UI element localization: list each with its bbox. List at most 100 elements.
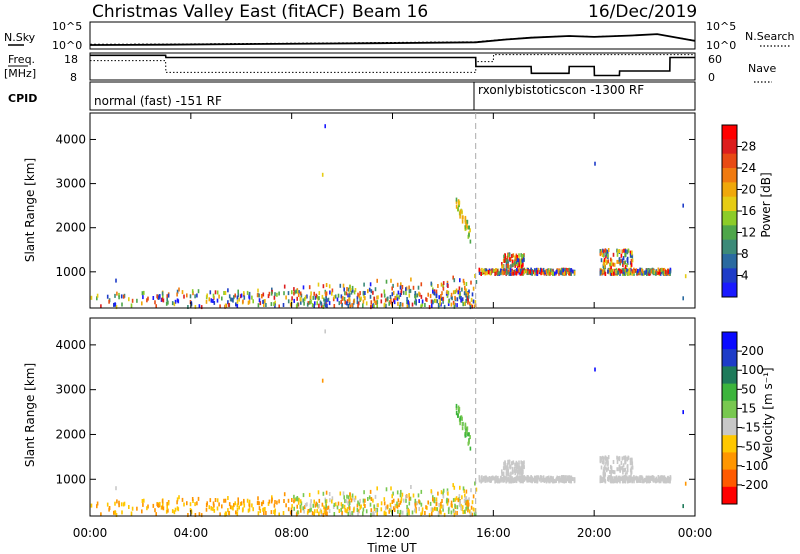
power-point — [161, 297, 164, 302]
velocity-point — [130, 511, 133, 516]
velocity-point — [643, 479, 645, 484]
power-point — [474, 274, 476, 278]
velocity-point — [293, 499, 295, 504]
velocity-point — [641, 479, 643, 484]
power-point — [442, 299, 444, 304]
power-point — [349, 304, 352, 309]
power-point — [390, 297, 392, 302]
velocity-point — [206, 501, 208, 506]
velocity-point — [324, 506, 326, 511]
power-point — [440, 302, 442, 307]
velocity-point — [331, 499, 333, 504]
power-point — [418, 299, 420, 303]
velocity-point — [507, 471, 509, 476]
velocity-point — [443, 512, 446, 517]
power-point — [318, 291, 321, 296]
colorbar-tick: -15 — [741, 421, 761, 435]
velocity-point — [428, 513, 431, 518]
velocity-scatter — [90, 329, 687, 518]
velocity-point — [113, 510, 115, 515]
velocity-point — [349, 512, 352, 517]
velocity-point — [463, 509, 466, 514]
colorbar-tick: -50 — [741, 440, 761, 454]
power-point — [326, 303, 328, 308]
power-point — [248, 291, 251, 296]
velocity-point — [310, 499, 312, 504]
power-point — [328, 284, 331, 289]
power-point — [121, 302, 123, 307]
power-point — [324, 303, 327, 308]
velocity-point — [612, 476, 614, 481]
velocity-point — [612, 460, 615, 464]
velocity-point — [310, 507, 312, 512]
velocity-point — [273, 503, 276, 508]
power-point — [549, 268, 552, 273]
power-point — [609, 267, 611, 272]
velocity-point — [455, 406, 458, 411]
velocity-point — [560, 478, 562, 483]
power-point — [389, 295, 392, 299]
power-point — [654, 271, 657, 276]
colorbar-tick: 50 — [741, 382, 756, 396]
velocity-point — [657, 475, 660, 480]
power-point — [472, 286, 475, 291]
colorbar-tick: 12 — [741, 226, 756, 240]
power-point — [516, 268, 518, 272]
power-point — [461, 219, 464, 224]
velocity-point — [622, 463, 625, 468]
power-point — [425, 297, 427, 302]
velocity-point — [296, 504, 298, 509]
velocity-point — [437, 491, 439, 496]
velocity-point — [237, 497, 239, 502]
power-point — [345, 291, 348, 296]
power-point — [214, 290, 217, 295]
power-point — [399, 302, 402, 307]
velocity-point — [106, 502, 109, 507]
power-point — [235, 302, 237, 307]
power-point — [303, 301, 305, 306]
velocity-point — [489, 478, 492, 483]
power-point — [310, 299, 312, 304]
power-point — [538, 270, 541, 275]
velocity-point — [603, 460, 605, 465]
power-point — [420, 304, 422, 309]
velocity-point — [121, 510, 123, 515]
power-point — [503, 268, 505, 273]
velocity-point — [478, 475, 481, 480]
power-point — [641, 269, 644, 274]
velocity-point — [599, 456, 602, 461]
velocity-point — [514, 462, 516, 467]
velocity-point — [621, 465, 624, 470]
power-point — [512, 253, 515, 258]
velocity-point — [414, 508, 416, 513]
power-point — [233, 295, 235, 300]
velocity-point — [200, 513, 203, 518]
velocity-point — [247, 508, 250, 513]
power-point — [509, 256, 511, 261]
power-point — [159, 294, 161, 299]
power-point — [115, 305, 118, 310]
power-point — [630, 259, 633, 263]
power-point — [373, 296, 376, 301]
power-point — [486, 271, 488, 276]
velocity-point — [455, 403, 458, 408]
velocity-point — [452, 508, 455, 513]
power-point — [108, 299, 110, 304]
power-point — [504, 268, 506, 273]
power-point — [567, 268, 569, 272]
velocity-point — [373, 507, 376, 512]
velocity-point — [447, 507, 450, 512]
power-point — [274, 303, 276, 308]
power-point — [377, 295, 379, 300]
power-point — [521, 264, 523, 269]
power-point — [450, 292, 453, 297]
velocity-point — [300, 508, 302, 513]
velocity-point — [459, 485, 461, 490]
velocity-point — [274, 500, 276, 504]
power-point — [613, 262, 616, 267]
velocity-point — [357, 511, 359, 516]
power-point — [633, 267, 635, 272]
power-point — [631, 258, 634, 263]
power-point — [619, 269, 622, 274]
